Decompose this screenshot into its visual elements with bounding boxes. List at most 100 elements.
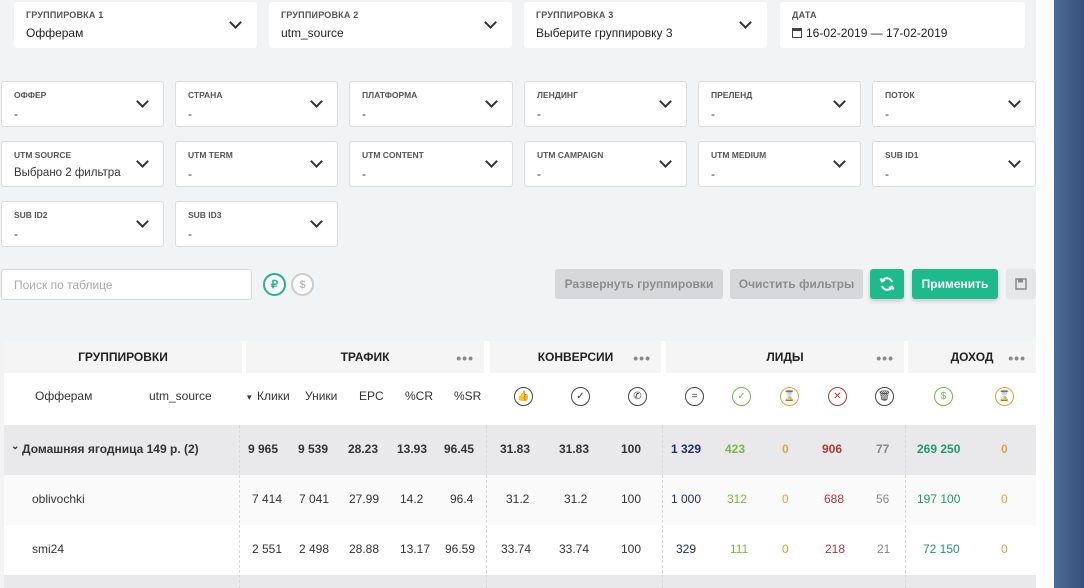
grouping-3-select[interactable]: ГРУППИРОВКА 3 Выберите группировку 3 <box>524 2 767 48</box>
date-range-picker[interactable]: ДАТА 16-02-2019 — 17-02-2019 <box>780 2 1025 48</box>
date-label: ДАТА <box>792 10 817 20</box>
chevron-down-icon <box>833 155 846 168</box>
chevron-down-icon <box>310 155 323 168</box>
subheader-uniques[interactable]: Уники <box>305 389 338 403</box>
cell-uniques: 9 539 <box>298 442 329 456</box>
filter-label: UTM CONTENT <box>362 150 424 160</box>
cell-clicks: 2 551 <box>252 542 283 556</box>
filter-value: Выбрано 2 фильтра <box>14 167 121 179</box>
filter-value: - <box>537 107 541 121</box>
filter-utm-medium[interactable]: UTM MEDIUM - <box>698 141 861 187</box>
filter-value: - <box>885 107 889 121</box>
cell-leads-hold: 0 <box>782 442 789 456</box>
cell-conv-1: 31.2 <box>506 492 530 506</box>
money-icon[interactable]: $ <box>934 387 953 406</box>
more-icon[interactable]: ••• <box>633 350 651 366</box>
clear-filters-button[interactable]: Очистить фильтры <box>730 269 863 299</box>
filter-landing[interactable]: ЛЕНДИНГ - <box>524 81 687 127</box>
column-divider <box>662 425 663 588</box>
filter-utm-source[interactable]: UTM SOURCE Выбрано 2 фильтра <box>1 141 164 187</box>
table-row[interactable]: smi24 2 551 2 498 28.88 13.17 96.59 33.7… <box>4 525 1036 575</box>
filter-utm-term[interactable]: UTM TERM - <box>175 141 338 187</box>
column-divider <box>486 425 487 588</box>
cell-conv-2: 31.2 <box>564 492 588 506</box>
filter-sub-id2[interactable]: SUB ID2 - <box>1 201 164 247</box>
cell-leads-total: 1 000 <box>671 492 702 506</box>
income-hold-icon[interactable]: ⌛ <box>995 387 1014 406</box>
filter-value: - <box>885 167 889 181</box>
cell-leads-approved: 423 <box>725 442 746 456</box>
cell-epc: 28.23 <box>348 442 379 456</box>
cell-income: 72 150 <box>923 542 960 556</box>
subheader-grouping-1[interactable]: Офферам <box>35 389 93 403</box>
apply-button[interactable]: Применить <box>912 269 998 299</box>
sort-desc-icon: ▾ <box>247 392 252 402</box>
filter-offer[interactable]: ОФФЕР - <box>1 81 164 127</box>
header-income-label: ДОХОД <box>950 350 994 364</box>
header-traffic: ТРАФИК ••• <box>246 341 484 373</box>
subheader-grouping-2[interactable]: utm_source <box>149 389 212 403</box>
grouping-1-select[interactable]: ГРУППИРОВКА 1 Офферам <box>14 2 257 48</box>
calendar-icon <box>792 28 802 38</box>
collapse-chevron-icon[interactable]: ⌄ <box>11 441 20 452</box>
check-circle-icon[interactable]: ✓ <box>571 387 590 406</box>
chevron-down-icon <box>485 155 498 168</box>
date-value: 16-02-2019 — 17-02-2019 <box>806 26 948 40</box>
filter-label: UTM TERM <box>188 150 233 160</box>
equals-icon[interactable]: = <box>685 387 704 406</box>
filter-utm-campaign[interactable]: UTM CAMPAIGN - <box>524 141 687 187</box>
subheader-sr[interactable]: %SR <box>454 389 482 403</box>
hourglass-icon[interactable]: ⌛ <box>780 387 799 406</box>
more-icon[interactable]: ••• <box>1008 350 1026 366</box>
rejected-icon[interactable]: ✕ <box>828 387 847 406</box>
more-icon[interactable]: ••• <box>876 350 894 366</box>
table-row[interactable]: oblivochki 7 414 7 041 27.99 14.2 96.4 3… <box>4 475 1036 525</box>
trash-icon[interactable]: 🗑 <box>875 387 894 406</box>
subheader-clicks[interactable]: Клики <box>257 389 290 403</box>
expand-groupings-button[interactable]: Развернуть группировки <box>555 269 723 299</box>
header-leads: ЛИДЫ ••• <box>666 341 904 373</box>
window-edge <box>1054 0 1084 588</box>
cell-sr: 96.59 <box>445 542 476 556</box>
filter-label: SUB ID1 <box>885 150 919 160</box>
table-row-group[interactable]: ⌄ Домашняя ягодница 149 р. (2) 9 965 9 5… <box>4 425 1036 475</box>
phone-icon[interactable]: ✆ <box>628 387 647 406</box>
filter-stream[interactable]: ПОТОК - <box>872 81 1036 127</box>
grouping-1-value: Офферам <box>26 26 84 40</box>
thumbs-up-icon[interactable]: 👍 <box>514 387 533 406</box>
chevron-down-icon <box>739 16 752 29</box>
filter-value: - <box>188 227 192 241</box>
grouping-3-value: Выберите группировку 3 <box>536 26 673 40</box>
subheader-cr[interactable]: %CR <box>405 389 434 403</box>
cell-leads-trash: 21 <box>877 542 891 556</box>
cell-conv-3: 100 <box>621 492 642 506</box>
cell-leads-hold: 0 <box>782 492 789 506</box>
filter-prelanding[interactable]: ПРЕЛЕНД - <box>698 81 861 127</box>
filter-sub-id3[interactable]: SUB ID3 - <box>175 201 338 247</box>
filter-platform[interactable]: ПЛАТФОРМА - <box>349 81 513 127</box>
cell-conv-2: 33.74 <box>559 542 590 556</box>
filter-value: - <box>711 167 715 181</box>
cell-income: 197 100 <box>917 492 961 506</box>
grouping-2-select[interactable]: ГРУППИРОВКА 2 utm_source <box>269 2 512 48</box>
currency-rub-toggle[interactable]: ₽ <box>263 273 286 296</box>
table-search-input[interactable] <box>1 269 252 300</box>
filter-utm-content[interactable]: UTM CONTENT - <box>349 141 513 187</box>
save-button[interactable] <box>1006 269 1036 299</box>
cell-epc: 28.88 <box>349 542 380 556</box>
filter-country[interactable]: СТРАНА - <box>175 81 338 127</box>
cell-conv-1: 33.74 <box>501 542 532 556</box>
subheader-epc[interactable]: EPC <box>359 389 384 403</box>
refresh-button[interactable] <box>870 269 904 299</box>
more-icon[interactable]: ••• <box>456 350 474 366</box>
date-value-wrap: 16-02-2019 — 17-02-2019 <box>792 26 947 40</box>
row-name: smi24 <box>32 542 65 556</box>
chevron-down-icon <box>484 16 497 29</box>
header-income: ДОХОД ••• <box>908 341 1036 373</box>
currency-usd-toggle[interactable]: $ <box>291 273 314 296</box>
approved-icon[interactable]: ✓ <box>732 387 751 406</box>
chevron-down-icon <box>310 95 323 108</box>
filter-sub-id1[interactable]: SUB ID1 - <box>872 141 1036 187</box>
chevron-down-icon <box>1008 95 1021 108</box>
filter-value: - <box>362 167 366 181</box>
